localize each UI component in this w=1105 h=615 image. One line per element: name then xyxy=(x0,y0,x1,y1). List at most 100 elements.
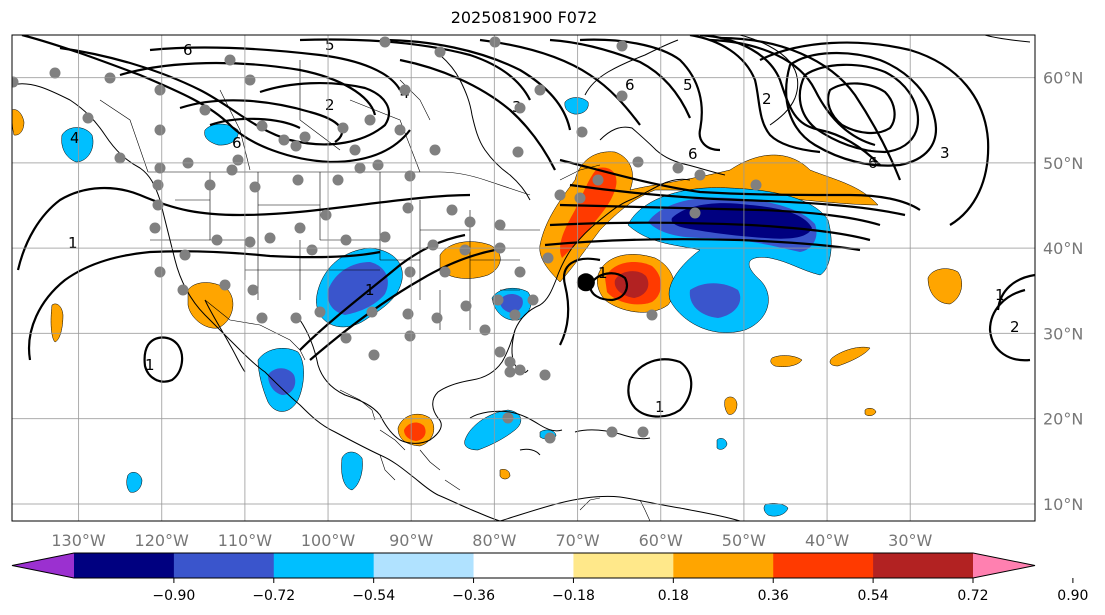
station-dot xyxy=(290,140,302,152)
station-dot xyxy=(576,126,588,138)
contour-label: 4 xyxy=(70,129,80,147)
station-dot xyxy=(290,312,302,324)
contour-label: 1 xyxy=(655,398,665,416)
station-dot xyxy=(204,179,216,191)
contour-label: 1 xyxy=(365,281,375,299)
station-dot xyxy=(514,364,526,376)
station-dot xyxy=(514,266,526,278)
map-title: 2025081900 F072 xyxy=(450,8,598,27)
negative-anomaly-pacific-west xyxy=(126,472,143,493)
positive-anomaly-atlantic-central-2 xyxy=(829,346,871,367)
station-dot xyxy=(354,162,366,174)
lon-tick-label: 30°W xyxy=(888,531,932,550)
station-dot xyxy=(349,144,361,156)
station-dot xyxy=(366,306,378,318)
lon-tick-label: 130°W xyxy=(51,531,106,550)
station-dot xyxy=(224,54,236,66)
lat-tick-label: 30°N xyxy=(1043,324,1083,343)
positive-anomaly-pacific xyxy=(50,303,64,343)
station-dot xyxy=(504,366,516,378)
station-dot xyxy=(264,232,276,244)
station-dot xyxy=(439,266,451,278)
station-dot xyxy=(509,309,521,321)
station-dot xyxy=(464,216,476,228)
station-dot xyxy=(404,170,416,182)
contour-label: 1 xyxy=(145,356,155,374)
contour-label: 3 xyxy=(940,144,950,162)
station-dot xyxy=(492,294,504,306)
station-dot xyxy=(154,84,166,96)
colorbar-segment xyxy=(673,553,774,578)
colorbar-tick-label: −0.90 xyxy=(152,588,195,604)
station-dot xyxy=(337,122,349,134)
station-dot xyxy=(364,114,376,126)
station-dot xyxy=(402,202,414,214)
colorbar-min-extension xyxy=(12,553,74,578)
negative-anomaly-alaska xyxy=(61,127,94,163)
station-dot xyxy=(368,349,380,361)
negative-anomaly-southeast-core xyxy=(499,294,523,313)
station-dot xyxy=(49,67,61,79)
longitude-labels: 130°W 120°W 110°W 100°W 90°W 80°W 70°W 60°W 50°W… xyxy=(51,531,932,550)
station-dot xyxy=(494,219,506,231)
station-dot xyxy=(539,369,551,381)
strong-negative-plains xyxy=(327,262,388,315)
station-dot xyxy=(606,426,618,438)
station-dot xyxy=(502,412,514,424)
station-dot xyxy=(256,120,268,132)
positive-anomaly-caribbean-small xyxy=(499,469,511,480)
contour-label: 5 xyxy=(683,76,693,94)
station-dot xyxy=(306,244,318,256)
contour-label: 2 xyxy=(325,96,335,114)
negative-anomaly-labrador xyxy=(564,97,589,115)
station-dot xyxy=(244,74,256,86)
station-dot xyxy=(460,300,472,312)
station-dot xyxy=(404,330,416,342)
colorbar-outline xyxy=(11,552,1036,579)
lon-tick-label: 110°W xyxy=(218,531,273,550)
station-dot xyxy=(340,332,352,344)
station-dot xyxy=(294,222,306,234)
station-dot xyxy=(646,309,658,321)
station-dot xyxy=(616,40,628,52)
positive-anomaly-atlantic-small xyxy=(724,396,738,415)
station-dot xyxy=(399,84,411,96)
positive-anomaly-atlantic-east xyxy=(927,268,962,305)
negative-anomaly-pacific xyxy=(341,451,363,491)
colorbar: −0.90 −0.72 −0.54 −0.36 −0.18 0.18 0.36 0.54 0.7… xyxy=(11,552,1088,604)
station-dot xyxy=(494,346,506,358)
station-dot xyxy=(446,204,458,216)
station-dot xyxy=(542,252,554,264)
station-dot xyxy=(152,179,164,191)
colorbar-segment xyxy=(473,553,574,578)
station-dot xyxy=(504,356,516,368)
strong-negative-atlantic xyxy=(671,203,812,239)
station-dot xyxy=(512,146,524,158)
station-dot xyxy=(299,131,311,143)
height-contours xyxy=(16,35,1035,418)
station-dot xyxy=(394,124,406,136)
colorbar-segment xyxy=(74,553,175,578)
station-dot xyxy=(694,169,706,181)
storm-center-marker xyxy=(576,273,595,292)
station-dot xyxy=(459,244,471,256)
contour-label: 2 xyxy=(762,90,772,108)
lon-tick-label: 50°W xyxy=(722,531,766,550)
station-dot xyxy=(379,231,391,243)
station-dot xyxy=(177,284,189,296)
station-dot xyxy=(256,312,268,324)
station-dot xyxy=(616,90,628,102)
station-dot xyxy=(427,239,439,251)
station-dot xyxy=(82,112,94,124)
station-dot xyxy=(199,104,211,116)
colorbar-segment xyxy=(273,553,375,578)
station-dot xyxy=(320,209,332,221)
colorbar-tick-label: 0.36 xyxy=(758,588,789,604)
station-dot xyxy=(114,152,126,164)
station-dot xyxy=(244,236,256,248)
colorbar-tick-label: −0.36 xyxy=(452,588,495,604)
colorbar-segment xyxy=(573,553,674,578)
lon-tick-label: 80°W xyxy=(472,531,516,550)
station-markers xyxy=(12,36,762,444)
colorbar-tick-label: −0.18 xyxy=(552,588,595,604)
